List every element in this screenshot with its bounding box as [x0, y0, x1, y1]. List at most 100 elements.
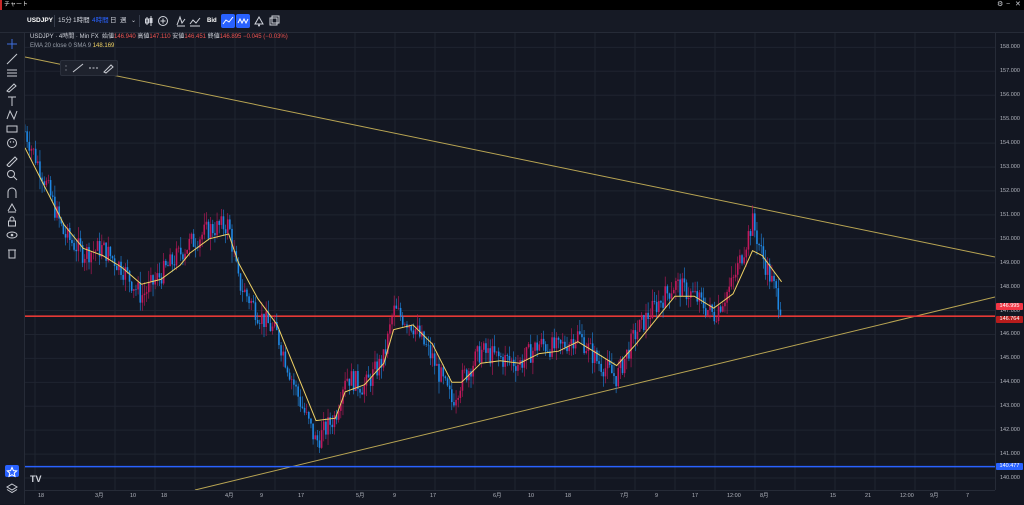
layers-icon[interactable] — [5, 481, 19, 494]
line-chart-toggle-icon[interactable] — [221, 14, 235, 28]
snapshot-icon[interactable] — [267, 14, 281, 28]
candle-body — [45, 180, 48, 186]
candle-body — [231, 228, 233, 252]
symbol-select[interactable]: USDJPY — [27, 17, 54, 24]
wave-chart-toggle-icon[interactable] — [236, 14, 250, 28]
candle-body — [305, 411, 308, 413]
candle-body — [39, 161, 41, 178]
interval-1h[interactable]: 1時間 — [73, 17, 90, 24]
candle-body — [576, 331, 579, 342]
time-axis[interactable] — [25, 490, 995, 505]
candle-body — [408, 325, 410, 328]
interval-4h[interactable]: 4時間 — [92, 17, 109, 24]
candle-body — [378, 358, 381, 376]
candle-body — [465, 369, 468, 381]
candle-body — [636, 331, 639, 340]
candle-body — [51, 195, 54, 197]
trash-icon[interactable] — [5, 246, 19, 259]
eye-icon[interactable] — [5, 228, 19, 240]
interval-week[interactable]: 週 — [120, 17, 127, 24]
emoji-icon[interactable] — [5, 136, 19, 148]
candle-body — [555, 337, 558, 349]
measure-icon[interactable] — [5, 122, 19, 134]
time-tick-label: 17 — [298, 493, 305, 499]
candle-body — [58, 206, 60, 219]
candle-body — [37, 161, 39, 164]
price-tick-label: 143.000 — [1000, 403, 1020, 410]
candle-body — [229, 219, 231, 229]
candle-body — [756, 230, 758, 245]
ruler-icon[interactable] — [5, 154, 19, 168]
candle-body — [361, 392, 363, 395]
lock-icon[interactable] — [5, 214, 19, 227]
candle-body — [60, 218, 63, 224]
candle-body — [517, 364, 519, 371]
fib-icon[interactable] — [5, 66, 19, 78]
drag-handle-icon[interactable] — [65, 65, 67, 71]
interval-dropdown-icon[interactable]: ⌄ — [131, 18, 137, 24]
brush-settings-icon[interactable] — [103, 64, 114, 74]
magnet-icon[interactable] — [5, 186, 19, 198]
time-tick-label: 15 — [830, 493, 837, 499]
candle-body — [685, 282, 688, 300]
low-price-tag: 140.477 — [996, 463, 1023, 471]
candle-body — [258, 323, 261, 324]
candle-body — [47, 180, 50, 181]
candle-body — [135, 289, 137, 290]
candle-body — [365, 374, 368, 386]
text-icon[interactable] — [5, 94, 19, 106]
brush-icon[interactable] — [5, 80, 19, 93]
candle-body — [269, 323, 272, 332]
candle-body — [169, 254, 171, 267]
price-tick-label: 149.000 — [1000, 259, 1020, 266]
candle-body — [754, 213, 756, 231]
indicator-legend[interactable]: EMA 20 close 0 SMA 9 148.169 — [30, 42, 114, 50]
price-chart[interactable] — [25, 33, 995, 490]
candle-body — [254, 302, 257, 320]
upper-trendline — [25, 56, 995, 258]
candle-body — [540, 338, 543, 345]
zoom-icon[interactable] — [5, 168, 19, 181]
alert-icon[interactable] — [252, 14, 266, 28]
compare-chart-icon[interactable] — [188, 14, 202, 28]
bid-button[interactable]: Bid — [207, 18, 217, 24]
crosshair-icon[interactable] — [5, 37, 19, 49]
legend-high-label: 高値 — [137, 34, 150, 40]
line-style-icon[interactable] — [72, 63, 84, 73]
candle-body — [559, 339, 562, 344]
price-axis[interactable] — [995, 33, 1024, 490]
time-tick-label: 3月 — [95, 493, 104, 499]
candle-body — [713, 311, 716, 322]
close-icon[interactable]: ✕ — [1015, 1, 1021, 8]
candle-body — [604, 368, 607, 377]
candle-body — [760, 245, 763, 247]
candle-body — [687, 297, 690, 300]
candle-body — [715, 320, 718, 322]
price-tick-label: 147.000 — [1000, 307, 1020, 314]
candle-body — [28, 141, 31, 151]
candle-body — [94, 250, 97, 252]
candle-body — [248, 296, 250, 304]
interval-day[interactable]: 日 — [110, 17, 117, 24]
candle-body — [711, 304, 713, 312]
star-icon[interactable] — [5, 465, 19, 478]
candle-body — [81, 245, 84, 263]
pattern-icon[interactable] — [5, 108, 19, 121]
trendline-icon[interactable] — [5, 52, 19, 65]
lock-draw-icon[interactable] — [5, 200, 19, 213]
interval-15m[interactable]: 15分 — [58, 17, 72, 24]
candle-body — [128, 270, 131, 282]
add-compare-icon[interactable] — [156, 14, 170, 28]
time-tick-label: 9 — [393, 493, 397, 499]
price-tick-label: 140.000 — [1000, 475, 1020, 482]
candle-body — [510, 359, 513, 361]
candle-body — [497, 351, 500, 357]
settings-icon[interactable]: ⚙ — [997, 1, 1004, 8]
legend-symbol: USDJPY — [30, 34, 54, 40]
minimize-icon[interactable]: − — [1006, 1, 1011, 8]
candle-type-icon[interactable] — [142, 14, 156, 28]
indicators-icon[interactable] — [174, 14, 188, 28]
candle-body — [581, 334, 583, 338]
candle-body — [263, 313, 265, 328]
support-price-tag: 146.764 — [996, 315, 1023, 323]
